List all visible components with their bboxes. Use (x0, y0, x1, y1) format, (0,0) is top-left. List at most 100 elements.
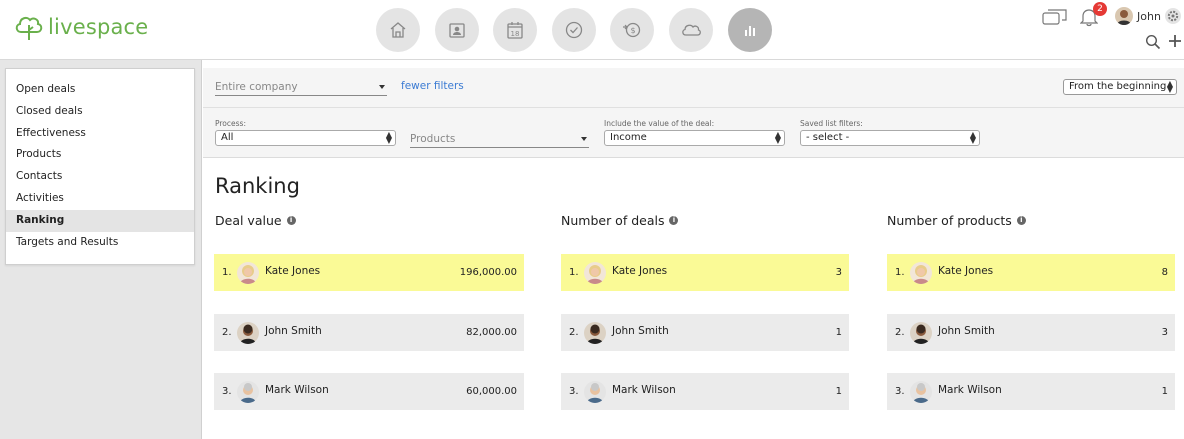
rank-number: 3. (222, 386, 232, 397)
avatar (910, 262, 932, 284)
select-arrows-icon: ▲ ▼ (385, 130, 392, 145)
top-bar: livespace 18 $ 2 John (0, 0, 1184, 60)
sidebar-item-targets[interactable]: Targets and Results (16, 235, 119, 248)
company-dropdown-value: Entire company (215, 81, 298, 93)
person-name[interactable]: John Smith (938, 325, 995, 337)
select-arrows-icon: ▲ ▼ (1166, 79, 1173, 94)
rank-value: 3 (835, 267, 842, 278)
rank-value: 196,000.00 (459, 267, 517, 278)
bell-icon[interactable] (1080, 7, 1098, 27)
info-icon[interactable]: i (286, 216, 296, 225)
rank-number: 2. (895, 327, 905, 338)
rank-value: 1 (1161, 386, 1168, 397)
nav-cloud[interactable] (668, 8, 713, 52)
saved-filters-select[interactable]: - select - ▲ ▼ (800, 130, 980, 146)
deal-value-title-text: Deal value (215, 213, 282, 228)
person-name[interactable]: Mark Wilson (265, 384, 329, 396)
sidebar-item-open-deals[interactable]: Open deals (16, 83, 76, 95)
table-row: 2. John Smith 82,000.00 (214, 314, 524, 351)
deal-value-select[interactable]: Income ▲ ▼ (604, 130, 785, 146)
rank-value: 60,000.00 (466, 386, 517, 397)
rank-number: 2. (569, 327, 579, 338)
main-content: Entire company fewer filters From the be… (203, 60, 1184, 439)
left-pane: Open deals Closed deals Effectiveness Pr… (0, 60, 202, 439)
contacts-icon (448, 23, 465, 38)
rank-value: 82,000.00 (466, 327, 517, 338)
number-of-deals-title: Number of deals i (561, 213, 679, 228)
report-menu: Open deals Closed deals Effectiveness Pr… (5, 68, 195, 265)
chat-icon[interactable] (1042, 9, 1068, 27)
nav-contacts[interactable] (434, 8, 479, 52)
rank-number: 1. (895, 267, 905, 278)
plus-icon[interactable] (1167, 33, 1183, 49)
nav-calendar[interactable]: 18 (493, 8, 538, 52)
rank-number: 1. (222, 267, 232, 278)
svg-text:$: $ (631, 26, 636, 35)
person-name[interactable]: Kate Jones (612, 265, 668, 277)
nav-deals[interactable]: $ (610, 8, 655, 52)
table-row: 1. Kate Jones 196,000.00 (214, 254, 524, 291)
rank-number: 1. (569, 267, 579, 278)
process-select[interactable]: All ▲ ▼ (215, 130, 396, 146)
user-name[interactable]: John (1137, 10, 1161, 23)
sidebar-item-contacts[interactable]: Contacts (16, 170, 63, 183)
rank-number: 3. (569, 386, 579, 397)
reports-icon (744, 26, 755, 36)
sidebar-item-products[interactable]: Products (16, 148, 62, 161)
table-row: 3. Mark Wilson 60,000.00 (214, 373, 524, 410)
chevron-down-icon (581, 137, 587, 141)
livespace-logo[interactable]: livespace (14, 12, 148, 42)
avatar (584, 381, 606, 403)
sidebar-item-ranking[interactable]: Ranking (6, 209, 194, 232)
select-arrows-icon: ▲ ▼ (774, 130, 781, 145)
rank-value: 1 (835, 327, 842, 338)
number-of-products-title-text: Number of products (887, 213, 1012, 228)
products-dropdown-placeholder: Products (410, 133, 456, 145)
search-icon[interactable] (1145, 34, 1161, 50)
person-name[interactable]: John Smith (265, 325, 322, 337)
person-name[interactable]: Mark Wilson (612, 384, 676, 396)
deal-value-select-value: Income (610, 132, 647, 143)
table-row: 2. John Smith 3 (887, 314, 1175, 351)
nav-tasks[interactable] (551, 8, 596, 52)
rank-value: 8 (1161, 267, 1168, 278)
sidebar-item-effectiveness[interactable]: Effectiveness (16, 126, 86, 139)
notification-badge: 2 (1093, 2, 1107, 16)
saved-filters-select-value: - select - (806, 132, 850, 143)
select-arrows-icon: ▲ ▼ (969, 130, 976, 145)
advanced-filters: Process: All ▲ ▼ Products Include the val… (203, 108, 1184, 158)
fewer-filters-link[interactable]: fewer filters (401, 80, 464, 92)
avatar (237, 322, 259, 344)
person-name[interactable]: Kate Jones (938, 265, 994, 277)
user-avatar[interactable] (1115, 7, 1133, 25)
deal-value-label: Include the value of the deal: (604, 119, 715, 128)
table-row: 3. Mark Wilson 1 (887, 373, 1175, 410)
person-name[interactable]: John Smith (612, 325, 669, 337)
settings-gear-icon[interactable] (1165, 8, 1181, 24)
cloud-logo-icon (15, 16, 43, 40)
table-row: 2. John Smith 1 (561, 314, 849, 351)
table-row: 1. Kate Jones 3 (561, 254, 849, 291)
cloud-icon (682, 24, 701, 36)
rank-value: 3 (1161, 327, 1168, 338)
filter-bar: Entire company fewer filters From the be… (203, 68, 1184, 108)
person-name[interactable]: Kate Jones (265, 265, 321, 277)
info-icon[interactable]: i (669, 216, 679, 225)
info-icon[interactable]: i (1016, 216, 1026, 225)
avatar (237, 262, 259, 284)
sidebar-item-activities[interactable]: Activities (16, 191, 64, 204)
person-name[interactable]: Mark Wilson (938, 384, 1002, 396)
nav-reports[interactable] (727, 8, 772, 52)
company-dropdown[interactable]: Entire company (215, 80, 387, 96)
avatar (237, 381, 259, 403)
deal-value-title: Deal value i (215, 213, 296, 228)
main-nav: 18 $ (376, 8, 786, 52)
calendar-day: 18 (511, 30, 520, 38)
products-dropdown[interactable]: Products (410, 132, 589, 148)
rank-number: 2. (222, 327, 232, 338)
avatar (584, 322, 606, 344)
sidebar-item-closed-deals[interactable]: Closed deals (16, 104, 83, 117)
process-select-value: All (221, 132, 234, 143)
period-select[interactable]: From the beginning ▲ ▼ (1063, 79, 1177, 95)
nav-home[interactable] (376, 8, 420, 52)
